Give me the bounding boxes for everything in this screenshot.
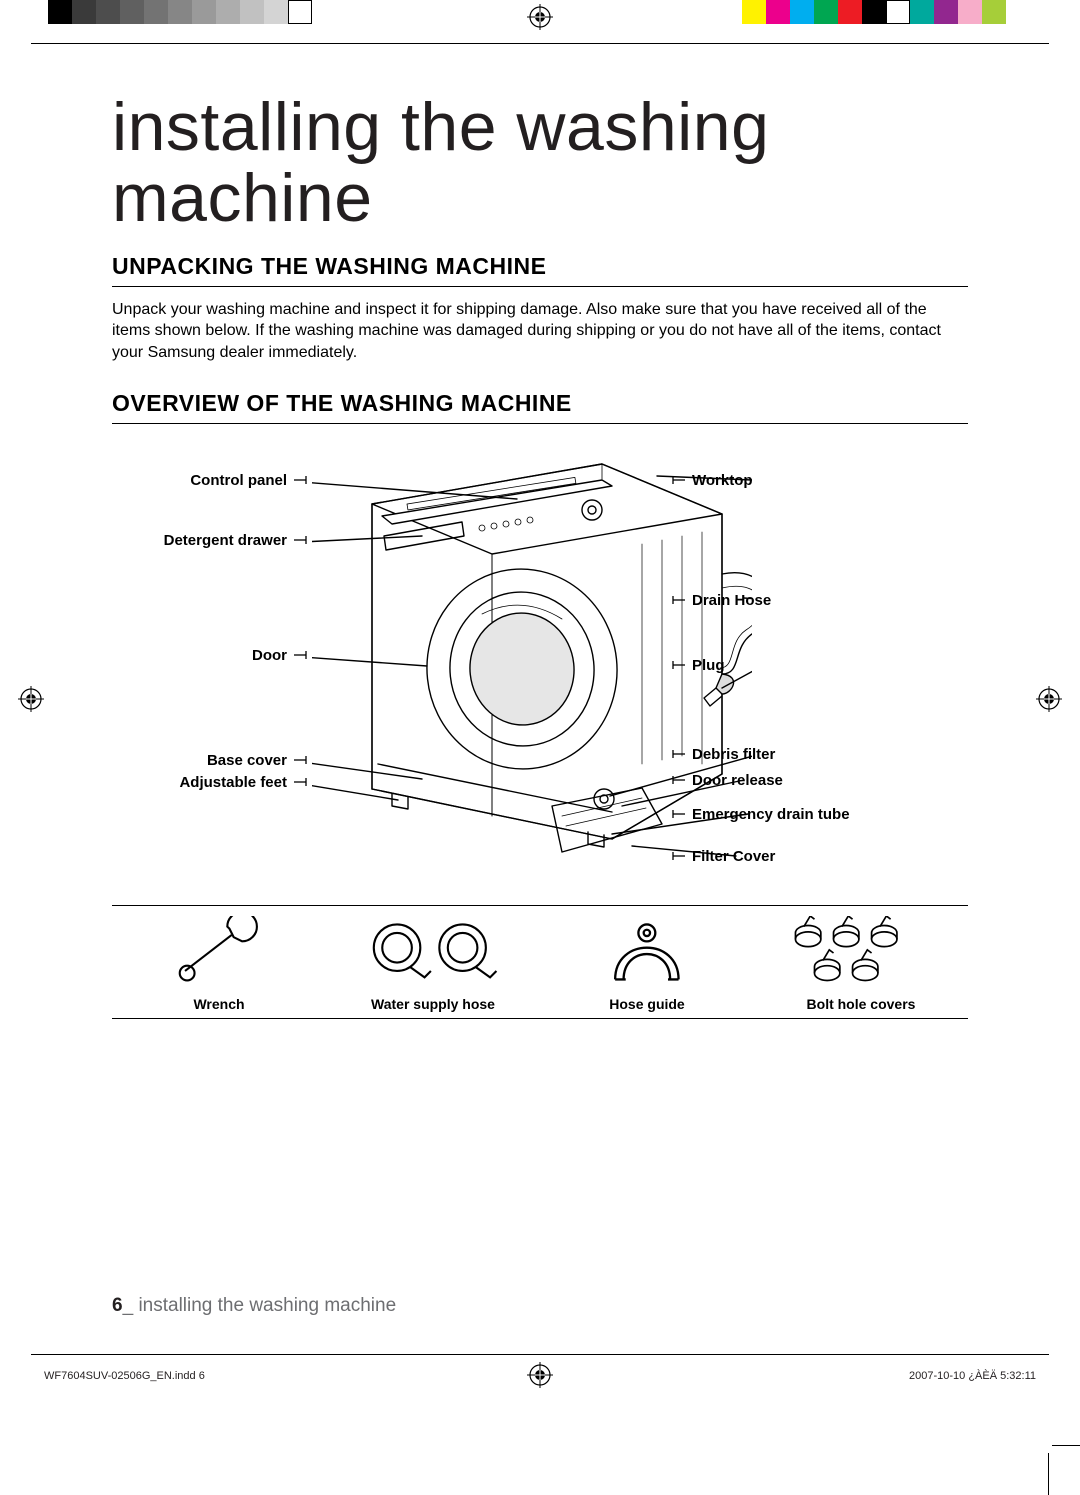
accessory-item: Bolt hole covers [754,906,968,1018]
crop-mark [1052,1445,1080,1446]
trim-line-bottom [31,1354,1049,1355]
callout-label: Detergent drawer [164,532,287,549]
color-swatch [886,0,910,24]
page-number: 6 [112,1295,123,1316]
callout-label: Worktop [692,472,753,489]
diagram-callout: Control panel [190,472,307,489]
trim-line-top [31,43,1049,44]
diagram-callout: Door release [672,772,783,789]
page-footer: 6_ installing the washing machine [112,1295,396,1317]
accessory-icon [116,914,322,992]
color-swatch [288,0,312,24]
diagram-callout: Detergent drawer [164,532,307,549]
accessory-label: Bolt hole covers [758,996,964,1012]
color-swatch [838,0,862,24]
color-swatch [48,0,72,24]
diagram-callout: Adjustable feet [179,774,307,791]
color-swatch [742,0,766,24]
diagram-callout: Filter Cover [672,848,775,865]
colorbar-left [48,0,312,24]
color-swatch [72,0,96,24]
callout-label: Base cover [207,752,287,769]
registration-mark-icon [527,4,553,30]
callout-label: Control panel [190,472,287,489]
callout-label: Emergency drain tube [692,806,850,823]
running-head: installing the washing machine [138,1295,396,1316]
color-swatch [168,0,192,24]
callout-label: Filter Cover [692,848,775,865]
diagram-callout: Debris filter [672,746,775,763]
accessory-item: Hose guide [540,906,754,1018]
callout-label: Plug [692,657,725,674]
accessory-item: Water supply hose [326,906,540,1018]
colorbar-right [742,0,1006,24]
color-swatch [240,0,264,24]
color-swatch [934,0,958,24]
page: installing the washing machine UNPACKING… [0,0,1080,1495]
registration-mark-icon [1036,686,1062,712]
color-swatch [120,0,144,24]
color-swatch [814,0,838,24]
content-area: installing the washing machine UNPACKING… [112,62,968,1019]
callout-label: Adjustable feet [179,774,287,791]
registration-mark-icon [527,1362,553,1388]
diagram-callout: Plug [672,657,725,674]
color-swatch [766,0,790,24]
imprint-filename: WF7604SUV-02506G_EN.indd 6 [44,1370,205,1382]
color-swatch [958,0,982,24]
accessory-icon [330,914,536,992]
imprint-timestamp: 2007-10-10 ¿ÀÈÄ 5:32:11 [909,1370,1036,1382]
color-swatch [216,0,240,24]
callout-label: Door [252,647,287,664]
callout-label: Debris filter [692,746,775,763]
footer-separator: _ [123,1295,139,1316]
color-swatch [862,0,886,24]
diagram-callout: Worktop [672,472,753,489]
accessory-icon [758,914,964,992]
color-swatch [910,0,934,24]
accessory-label: Hose guide [544,996,750,1012]
accessory-icon [544,914,750,992]
diagram-callout: Drain Hose [672,592,771,609]
color-swatch [790,0,814,24]
page-title: installing the washing machine [112,92,968,235]
accessories-row: Wrench Water supply hose Hose guide Bolt h… [112,905,968,1019]
color-swatch [96,0,120,24]
callout-label: Drain Hose [692,592,771,609]
color-swatch [264,0,288,24]
color-swatch [144,0,168,24]
accessory-label: Wrench [116,996,322,1012]
section-heading-overview: OVERVIEW OF THE WASHING MACHINE [112,390,968,424]
callout-label: Door release [692,772,783,789]
color-swatch [982,0,1006,24]
color-swatch [192,0,216,24]
crop-mark [1048,1453,1049,1495]
overview-diagram: Control panel Detergent drawer Door Base co… [112,444,968,899]
registration-mark-icon [18,686,44,712]
accessory-item: Wrench [112,906,326,1018]
body-text-unpacking: Unpack your washing machine and inspect … [112,299,968,364]
diagram-callout: Base cover [207,752,307,769]
diagram-callout: Door [252,647,307,664]
accessory-label: Water supply hose [330,996,536,1012]
diagram-callout: Emergency drain tube [672,806,850,823]
section-heading-unpacking: UNPACKING THE WASHING MACHINE [112,253,968,287]
